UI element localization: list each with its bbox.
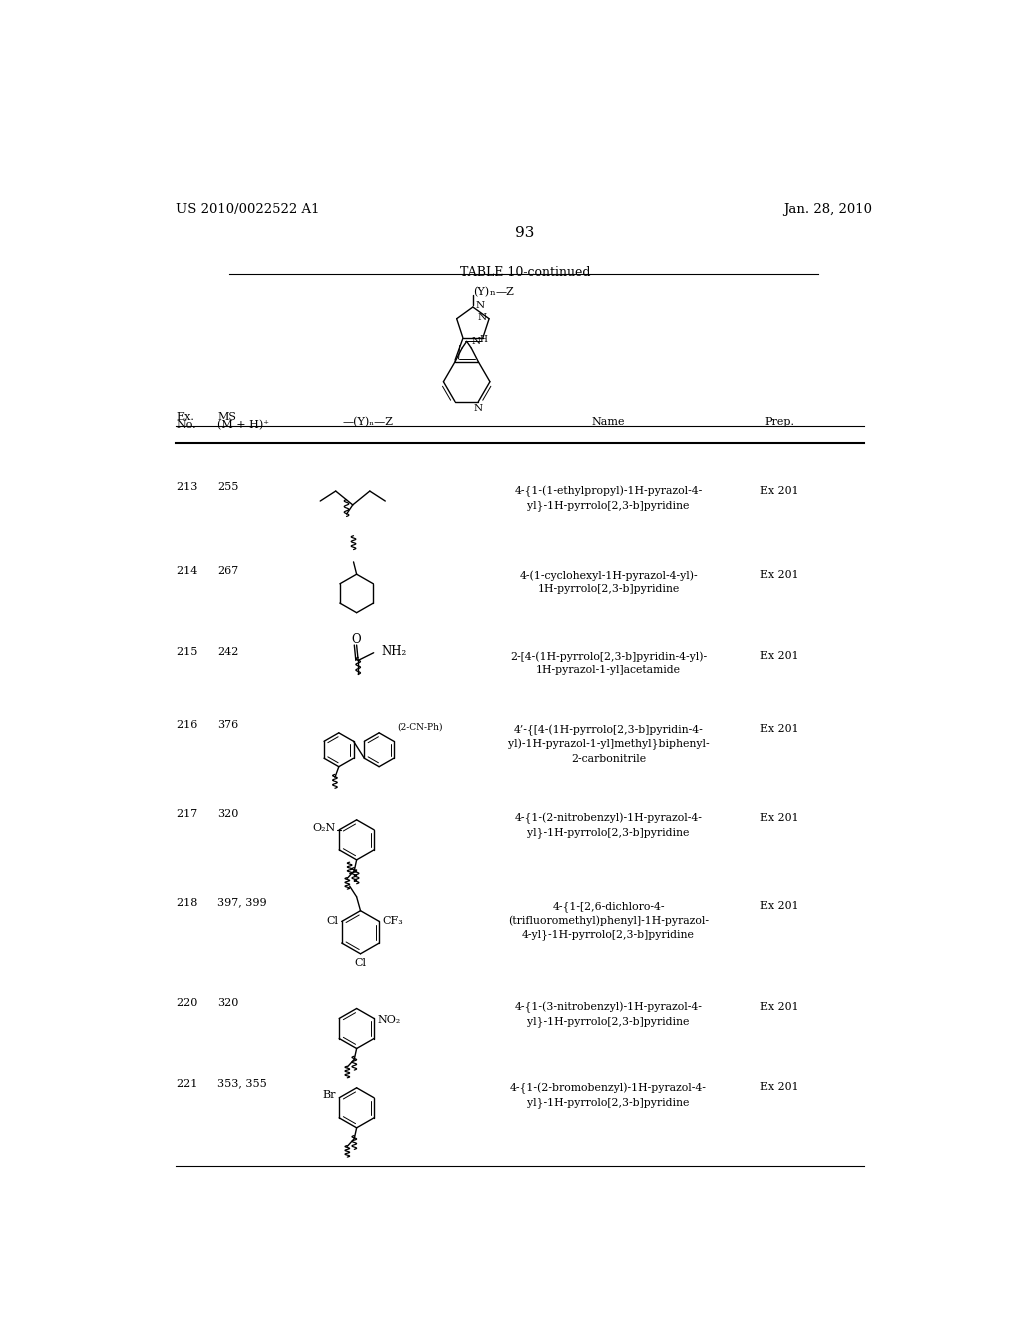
Text: Cl: Cl	[327, 916, 339, 927]
Text: 4-{1-(1-ethylpropyl)-1H-pyrazol-4-
yl}-1H-pyrrolo[2,3-b]pyridine: 4-{1-(1-ethylpropyl)-1H-pyrazol-4- yl}-1…	[514, 486, 702, 511]
Text: Ex 201: Ex 201	[760, 902, 799, 911]
Text: US 2010/0022522 A1: US 2010/0022522 A1	[176, 203, 319, 216]
Text: 320: 320	[217, 809, 239, 818]
Text: 221: 221	[176, 1078, 198, 1089]
Text: 353, 355: 353, 355	[217, 1078, 267, 1089]
Text: 2-[4-(1H-pyrrolo[2,3-b]pyridin-4-yl)-
1H-pyrazol-1-yl]acetamide: 2-[4-(1H-pyrrolo[2,3-b]pyridin-4-yl)- 1H…	[510, 651, 707, 675]
Text: 242: 242	[217, 647, 239, 657]
Text: 267: 267	[217, 566, 239, 577]
Text: 217: 217	[176, 809, 198, 818]
Text: MS: MS	[217, 412, 237, 422]
Text: Ex 201: Ex 201	[760, 1002, 799, 1011]
Text: NH₂: NH₂	[381, 644, 407, 657]
Text: Prep.: Prep.	[764, 417, 794, 428]
Text: 220: 220	[176, 998, 198, 1007]
Text: TABLE 10-continued: TABLE 10-continued	[460, 267, 590, 280]
Text: (Y): (Y)	[473, 286, 489, 297]
Text: NO₂: NO₂	[378, 1015, 401, 1026]
Text: (M + H)⁺: (M + H)⁺	[217, 420, 269, 430]
Text: Ex 201: Ex 201	[760, 570, 799, 581]
Text: 4’-{[4-(1H-pyrrolo[2,3-b]pyridin-4-
yl)-1H-pyrazol-1-yl]methyl}biphenyl-
2-carbo: 4’-{[4-(1H-pyrrolo[2,3-b]pyridin-4- yl)-…	[508, 725, 710, 764]
Text: Br: Br	[323, 1090, 336, 1101]
Text: 213: 213	[176, 482, 198, 492]
Text: Cl: Cl	[354, 958, 367, 968]
Text: N: N	[475, 301, 484, 310]
Text: 4-{1-(2-bromobenzyl)-1H-pyrazol-4-
yl}-1H-pyrrolo[2,3-b]pyridine: 4-{1-(2-bromobenzyl)-1H-pyrazol-4- yl}-1…	[510, 1082, 707, 1107]
Text: Ex 201: Ex 201	[760, 725, 799, 734]
Text: 4-{1-[2,6-dichloro-4-
(trifluoromethyl)phenyl]-1H-pyrazol-
4-yl}-1H-pyrrolo[2,3-: 4-{1-[2,6-dichloro-4- (trifluoromethyl)p…	[508, 902, 709, 940]
Text: 4-(1-cyclohexyl-1H-pyrazol-4-yl)-
1H-pyrrolo[2,3-b]pyridine: 4-(1-cyclohexyl-1H-pyrazol-4-yl)- 1H-pyr…	[519, 570, 697, 594]
Text: Ex 201: Ex 201	[760, 1082, 799, 1093]
Text: N: N	[477, 313, 486, 322]
Text: 4-{1-(3-nitrobenzyl)-1H-pyrazol-4-
yl}-1H-pyrrolo[2,3-b]pyridine: 4-{1-(3-nitrobenzyl)-1H-pyrazol-4- yl}-1…	[515, 1002, 702, 1027]
Text: CF₃: CF₃	[382, 916, 403, 927]
Text: 214: 214	[176, 566, 198, 577]
Text: Ex 201: Ex 201	[760, 813, 799, 822]
Text: No.: No.	[176, 420, 196, 430]
Text: 4-{1-(2-nitrobenzyl)-1H-pyrazol-4-
yl}-1H-pyrrolo[2,3-b]pyridine: 4-{1-(2-nitrobenzyl)-1H-pyrazol-4- yl}-1…	[515, 813, 702, 838]
Text: (2-CN-Ph): (2-CN-Ph)	[397, 722, 443, 731]
Text: 376: 376	[217, 721, 239, 730]
Text: 93: 93	[515, 226, 535, 240]
Text: Ex 201: Ex 201	[760, 651, 799, 661]
Text: 255: 255	[217, 482, 239, 492]
Text: N: N	[474, 404, 483, 413]
Text: O₂N: O₂N	[312, 822, 335, 833]
Text: n: n	[489, 289, 496, 297]
Text: 320: 320	[217, 998, 239, 1007]
Text: —(Y)ₙ—Z: —(Y)ₙ—Z	[343, 417, 393, 428]
Text: H: H	[479, 334, 487, 343]
Text: Ex 201: Ex 201	[760, 486, 799, 495]
Text: 215: 215	[176, 647, 198, 657]
Text: O: O	[352, 634, 361, 647]
Text: 218: 218	[176, 898, 198, 908]
Text: Jan. 28, 2010: Jan. 28, 2010	[783, 203, 872, 216]
Text: 397, 399: 397, 399	[217, 898, 266, 908]
Text: 216: 216	[176, 721, 198, 730]
Text: Name: Name	[592, 417, 626, 428]
Text: N: N	[471, 337, 480, 346]
Text: Ex.: Ex.	[176, 412, 194, 422]
Text: —Z: —Z	[496, 286, 514, 297]
